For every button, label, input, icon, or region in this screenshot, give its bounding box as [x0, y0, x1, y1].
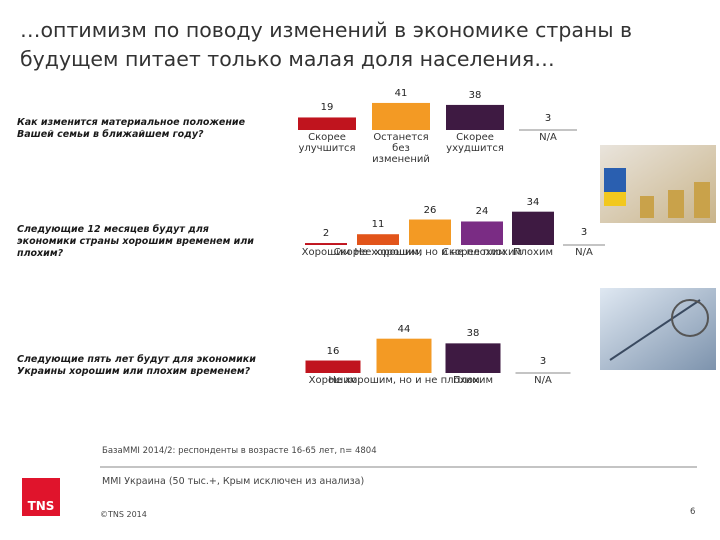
- bar: [305, 243, 347, 245]
- value-label: 3: [539, 355, 547, 367]
- category-label: Хорошим: [301, 247, 351, 258]
- title-line: будущем питает только малая доля населен…: [20, 47, 555, 71]
- bar: [519, 128, 577, 130]
- bar: [409, 219, 451, 245]
- value-label: 19: [320, 102, 334, 114]
- coin-stack: [668, 190, 684, 218]
- coin-stack: [640, 196, 654, 218]
- title-line: …оптимизм по поводу изменений в экономик…: [20, 18, 633, 42]
- category-label: Плохим: [513, 247, 553, 258]
- bar: [515, 370, 571, 373]
- coin-stack: [694, 182, 710, 218]
- flag-yellow: [604, 192, 626, 206]
- question: Как изменится материальное положение Ваш…: [17, 117, 246, 140]
- photo-magnifier: [671, 299, 709, 337]
- value-label: 26: [423, 204, 437, 216]
- value-label: 11: [371, 219, 385, 231]
- value-label: 3: [544, 113, 552, 125]
- bar: [512, 211, 554, 245]
- bar: [372, 102, 430, 130]
- category-label: Не хорошим, но и не плохим: [328, 375, 480, 386]
- bar: [376, 338, 432, 373]
- category-label: Не хорошим, но и не плохим: [354, 247, 506, 258]
- base-note: БазаMMI 2014/2: респонденты в возрасте 1…: [102, 446, 377, 456]
- category-label: Хорошим: [308, 375, 358, 386]
- question: Следующие 12 месяцев будут для экономики…: [17, 224, 254, 259]
- value-label: 34: [526, 196, 540, 208]
- value-label: 3: [580, 227, 588, 239]
- category-label: Скорее хорошим: [333, 247, 423, 258]
- page-number: 6: [690, 507, 696, 517]
- category-label: Скорее улучшится: [298, 132, 356, 154]
- bar: [445, 343, 501, 373]
- category-label: N/A: [534, 375, 552, 386]
- category-label: Плохим: [453, 375, 493, 386]
- logo-text: TNS: [28, 499, 55, 513]
- category-label: N/A: [575, 247, 593, 258]
- value-label: 24: [475, 206, 489, 218]
- bar: [446, 104, 504, 130]
- copyright: ©TNS 2014: [100, 510, 147, 519]
- flag-blue: [604, 168, 626, 192]
- logo-box: [22, 478, 60, 516]
- bar: [298, 117, 356, 130]
- value-label: 38: [466, 328, 480, 340]
- category-label: N/A: [539, 132, 557, 143]
- question: Следующие пять лет будут для экономики У…: [17, 354, 256, 377]
- value-label: 41: [394, 87, 408, 99]
- value-label: 16: [326, 345, 340, 357]
- value-label: 2: [322, 228, 330, 240]
- category-label: Останется без изменений: [372, 132, 430, 165]
- photo-pen: [609, 299, 701, 361]
- value-label: 38: [468, 89, 482, 101]
- bar: [461, 221, 503, 245]
- source-note: MMI Украина (50 тыс.+, Крым исключен из …: [102, 476, 365, 487]
- bar: [305, 360, 361, 373]
- category-label: Скорее плохим: [442, 247, 522, 258]
- title: …оптимизм по поводу изменений в экономик…: [20, 16, 632, 74]
- value-label: 44: [397, 323, 411, 335]
- bar: [357, 234, 399, 245]
- bar: [563, 242, 605, 245]
- category-label: Скорее ухудшится: [446, 132, 504, 154]
